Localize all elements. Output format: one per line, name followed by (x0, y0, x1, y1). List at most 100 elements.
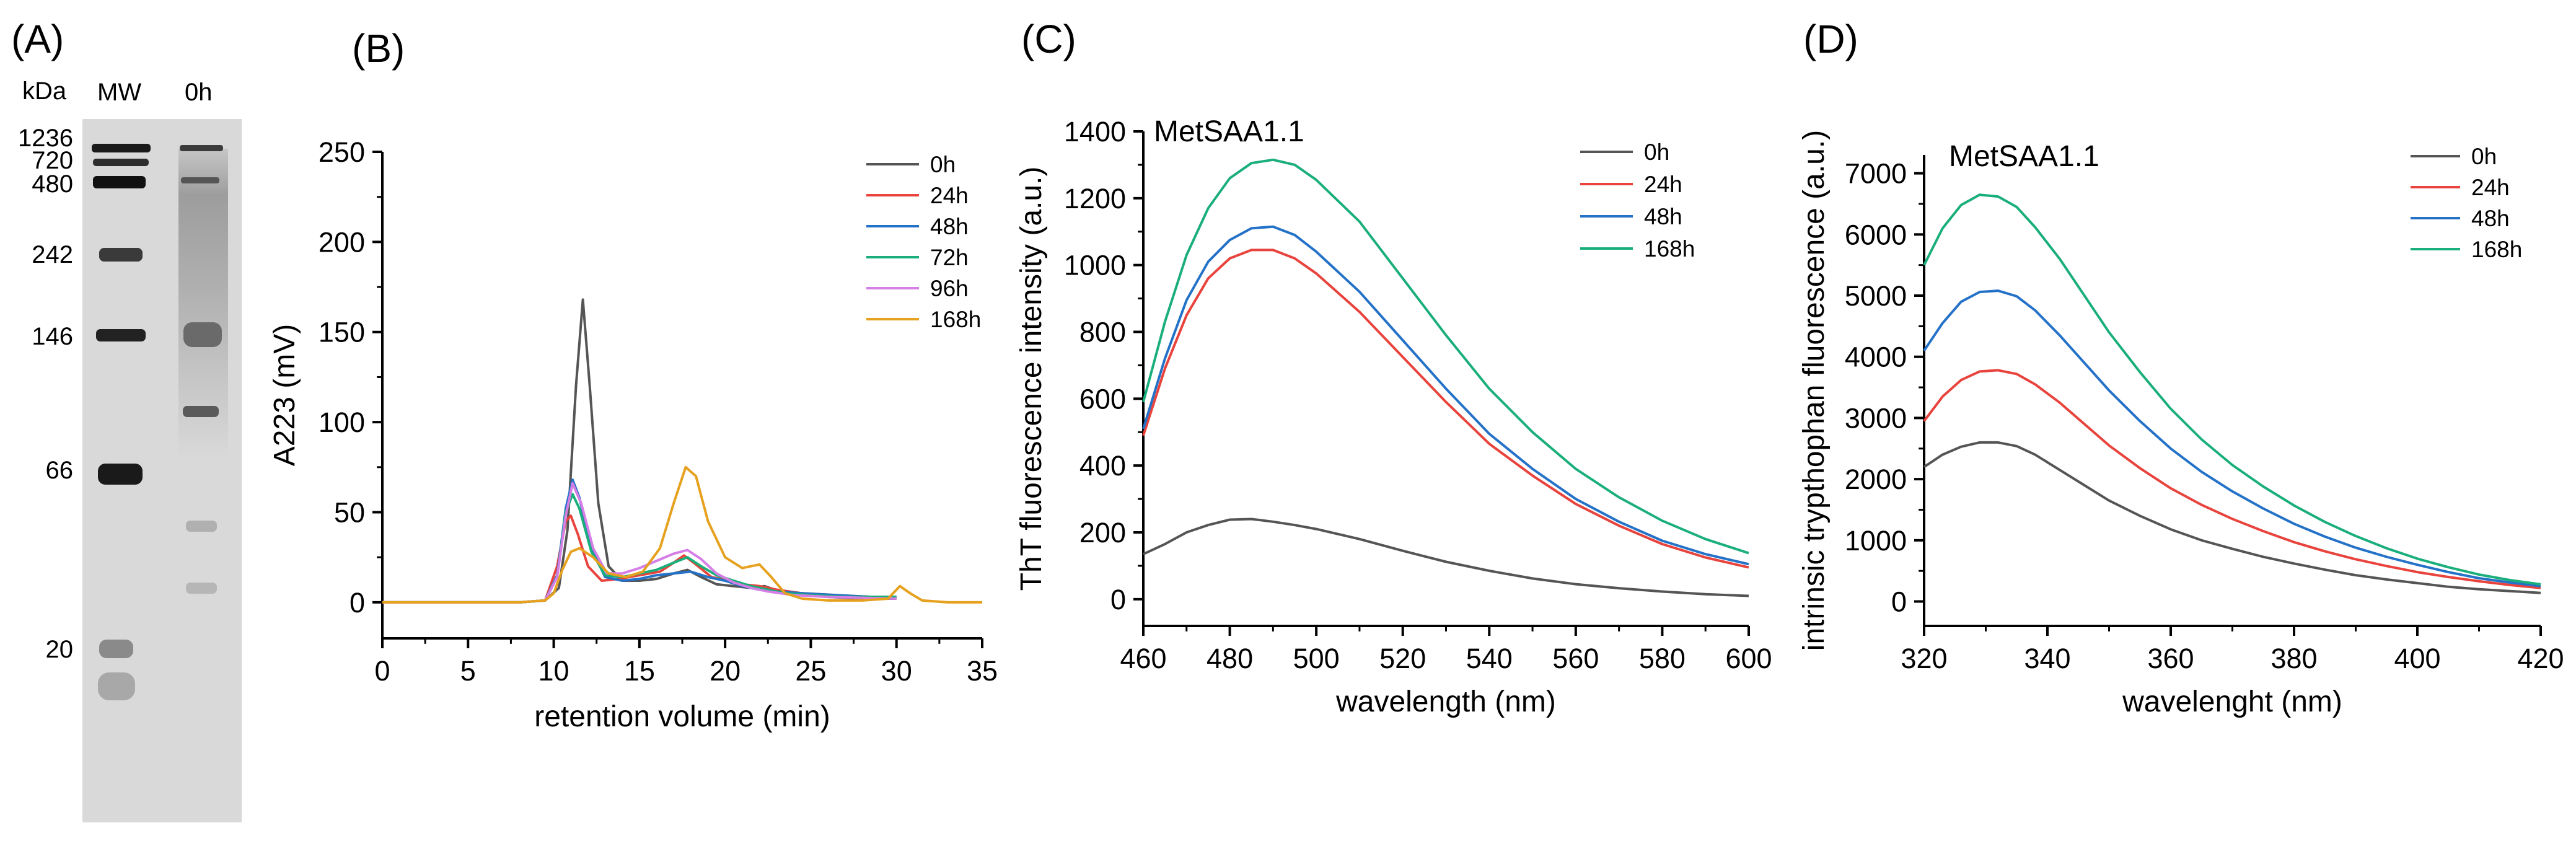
series-line-168h (1142, 158, 1749, 555)
gel-marker-label: 20 (46, 636, 74, 663)
gel-band (96, 329, 146, 341)
y-tick-label: 600 (1079, 383, 1126, 415)
gel-band (180, 145, 223, 151)
y-tick-label: 0 (349, 587, 365, 619)
gel-lane-label-mw: MW (97, 79, 141, 106)
x-tick-label: 25 (795, 655, 826, 687)
gel-marker-label: 66 (46, 457, 74, 484)
legend-label-72h: 72h (930, 245, 969, 270)
gel-marker-label: 720 (32, 147, 73, 174)
y-tick-label: 1200 (1064, 183, 1126, 214)
gel-band (181, 177, 219, 183)
gel-band (183, 322, 222, 347)
legend-label-168h: 168h (2471, 237, 2522, 262)
gel-band (186, 583, 217, 594)
y-tick-label: 250 (319, 136, 365, 168)
series-line-72h (382, 493, 897, 604)
x-tick-label: 480 (1207, 643, 1253, 674)
x-tick-label: 580 (1639, 643, 1686, 674)
chart-title: MetSAA1.1 (1949, 140, 2099, 173)
legend-label-24h: 24h (2471, 175, 2510, 200)
gel-band (93, 159, 149, 166)
series-line-168h (382, 465, 982, 604)
series-line-0h (382, 298, 897, 604)
x-tick-label: 15 (624, 655, 655, 687)
gel-band (98, 672, 135, 700)
gel-panel: (A) kDa MW 0h 1236 720 480 242 146 66 20 (11, 17, 242, 822)
gel-band (99, 248, 143, 262)
series-line-96h (382, 482, 897, 604)
x-tick-label: 500 (1293, 643, 1340, 674)
legend-label-48h: 48h (930, 214, 969, 239)
y-tick-label: 7000 (1845, 158, 1907, 190)
x-tick-label: 5 (460, 655, 476, 687)
gel-band (186, 521, 217, 532)
x-axis-title: retention volume (min) (534, 700, 830, 733)
x-tick-label: 0 (374, 655, 390, 687)
y-axis-title: A223 (mV) (268, 324, 301, 466)
legend-label-96h: 96h (930, 276, 969, 301)
y-tick-label: 800 (1079, 317, 1126, 348)
y-tick-label: 3000 (1845, 402, 1907, 434)
x-tick-label: 400 (2394, 643, 2440, 674)
gel-band (99, 640, 133, 658)
x-tick-label: 20 (710, 655, 741, 687)
y-tick-label: 100 (319, 407, 365, 438)
x-tick-label: 380 (2270, 643, 2317, 674)
legend-label-168h: 168h (1644, 236, 1695, 262)
gel-unit-label: kDa (22, 77, 67, 105)
y-tick-label: 2000 (1845, 464, 1907, 495)
series-line-24h (382, 514, 897, 604)
gel-band (183, 406, 219, 417)
gel-marker-label: 480 (32, 170, 73, 198)
y-tick-label: 200 (1079, 517, 1126, 548)
series-line-48h (382, 478, 897, 604)
legend-label-0h: 0h (930, 152, 956, 177)
x-tick-label: 340 (2024, 643, 2070, 674)
y-axis-title: intrinsic trypthophan fluorescence (a.u.… (1798, 130, 1831, 651)
x-tick-label: 10 (538, 655, 569, 687)
x-tick-label: 35 (967, 655, 998, 687)
chart-b: retention volume (min) A223 (mV) 0 5 10 15 2… (268, 136, 998, 733)
chart-d: MetSAA1.1 wavelenght (nm) intrinsic tryp… (1798, 130, 2564, 718)
y-tick-label: 150 (319, 317, 365, 348)
series-line-24h (1142, 249, 1749, 569)
legend-label-24h: 24h (930, 183, 969, 208)
x-tick-label: 420 (2517, 643, 2564, 674)
y-tick-label: 0 (1110, 584, 1126, 615)
gel-lane-label-0h: 0h (185, 79, 213, 106)
y-tick-label: 50 (334, 496, 365, 528)
y-tick-label: 1000 (1064, 250, 1126, 281)
y-tick-label: 0 (1891, 586, 1907, 618)
gel-band (93, 176, 146, 188)
legend-label-0h: 0h (2471, 144, 2497, 169)
gel-marker-label: 146 (32, 323, 73, 350)
chart-title: MetSAA1.1 (1154, 115, 1304, 148)
x-tick-label: 520 (1379, 643, 1426, 674)
x-axis-title: wavelenght (nm) (2122, 685, 2342, 718)
panel-label-c: (C) (1021, 17, 1076, 61)
panel-label-a: (A) (11, 17, 64, 61)
series-line-168h (1923, 193, 2541, 586)
legend-label-0h: 0h (1644, 139, 1669, 165)
gel-band (92, 144, 151, 152)
legend-label-48h: 48h (1644, 204, 1682, 229)
legend-label-48h: 48h (2471, 206, 2510, 231)
series-line-48h (1142, 225, 1749, 566)
x-tick-label: 560 (1552, 643, 1599, 674)
gel-marker-label: 242 (32, 241, 73, 268)
y-tick-label: 200 (319, 226, 365, 258)
x-tick-label: 540 (1466, 643, 1513, 674)
legend-label-168h: 168h (930, 307, 981, 332)
y-tick-label: 400 (1079, 450, 1126, 482)
chart-c: MetSAA1.1 wavelength (nm) ThT fluorescen… (1015, 115, 1772, 718)
y-tick-label: 1400 (1064, 116, 1126, 148)
series-line-0h (1143, 517, 1749, 597)
gel-band (98, 464, 143, 485)
y-axis-title: ThT fluorescence intensity (a.u.) (1015, 167, 1048, 591)
x-tick-label: 460 (1120, 643, 1166, 674)
panel-label-d: (D) (1803, 17, 1858, 61)
y-tick-label: 5000 (1845, 280, 1907, 312)
legend-label-24h: 24h (1644, 172, 1682, 197)
